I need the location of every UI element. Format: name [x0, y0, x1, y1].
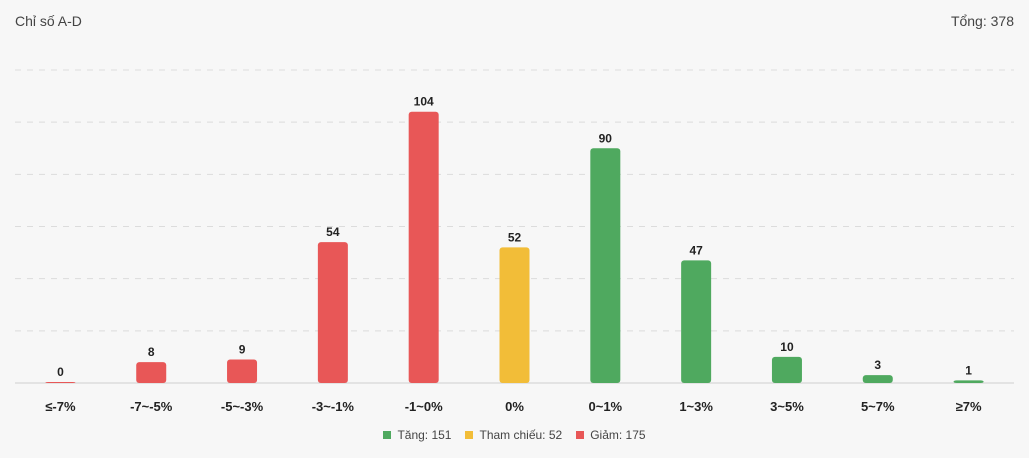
- data-label: 10: [780, 340, 794, 354]
- data-label: 9: [239, 343, 246, 357]
- x-tick-label: 5~7%: [861, 399, 895, 414]
- x-tick-label: 0%: [505, 399, 524, 414]
- total-count: Tổng: 378: [950, 13, 1014, 29]
- chart-legend: Tăng: 151 Tham chiếu: 52 Giảm: 175: [0, 428, 1029, 442]
- x-tick-label: ≤-7%: [45, 399, 76, 414]
- data-label: 104: [414, 95, 434, 109]
- data-label: 52: [508, 230, 522, 244]
- legend-label-up: Tăng: 151: [397, 428, 452, 442]
- bar: [408, 111, 439, 383]
- data-label: 54: [326, 225, 340, 239]
- x-tick-label: 3~5%: [770, 399, 804, 414]
- bar: [136, 362, 167, 383]
- data-label: 47: [689, 243, 703, 257]
- bar: [953, 380, 984, 383]
- bar: [590, 148, 621, 383]
- ad-bar-chart: 0 ≤-7% 8 -7~-5% 9 -5~-3% 54 -3~-1% 104 -1~0% 52 0% 9…: [15, 69, 1014, 414]
- x-tick-label: 1~3%: [679, 399, 713, 414]
- legend-label-down: Giảm: 175: [590, 428, 646, 442]
- legend-swatch-down: [576, 431, 585, 439]
- x-tick-label: -5~-3%: [221, 399, 264, 414]
- x-tick-label: -7~-5%: [130, 399, 173, 414]
- data-label: 3: [874, 358, 881, 372]
- legend-swatch-ref: [465, 431, 474, 439]
- legend-item-down[interactable]: Giảm: 175: [576, 428, 646, 442]
- x-tick-label: -1~0%: [405, 399, 443, 414]
- data-label: 90: [599, 131, 613, 145]
- data-label: 0: [57, 365, 64, 379]
- chart-title: Chỉ số A-D: [15, 13, 82, 29]
- bar: [227, 359, 258, 383]
- x-tick-label: -3~-1%: [312, 399, 355, 414]
- data-label: 1: [965, 363, 972, 377]
- bar: [681, 260, 712, 383]
- legend-item-up[interactable]: Tăng: 151: [383, 428, 451, 442]
- legend-label-ref: Tham chiếu: 52: [479, 428, 563, 442]
- bar: [45, 382, 76, 383]
- legend-item-ref[interactable]: Tham chiếu: 52: [465, 428, 562, 442]
- bar: [499, 247, 530, 383]
- data-label: 8: [148, 345, 155, 359]
- legend-swatch-up: [383, 431, 392, 439]
- x-tick-label: 0~1%: [589, 399, 623, 414]
- bar: [317, 242, 348, 383]
- bar: [862, 375, 893, 383]
- x-tick-label: ≥7%: [956, 399, 982, 414]
- bar: [771, 356, 802, 383]
